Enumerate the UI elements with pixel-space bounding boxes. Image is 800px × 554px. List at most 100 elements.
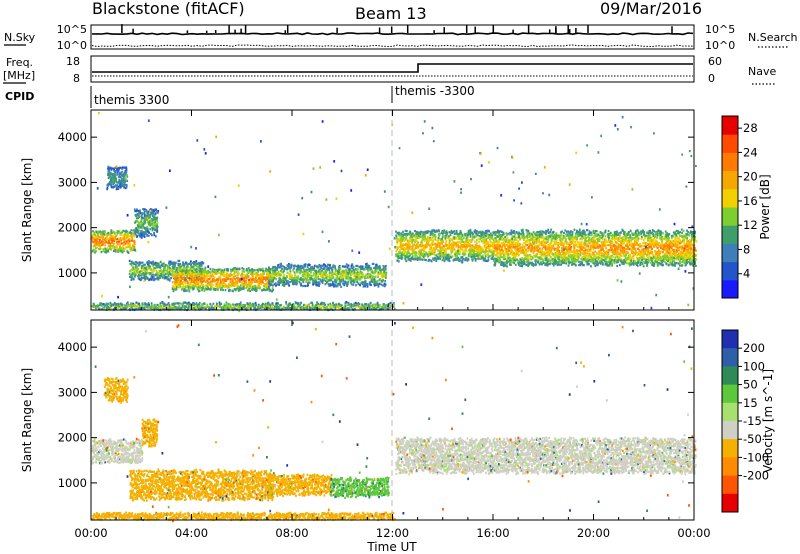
range-cell	[102, 243, 104, 246]
frequency-line	[92, 63, 693, 73]
range-cell	[430, 246, 433, 249]
range-cell	[154, 212, 157, 215]
range-cell	[130, 232, 133, 235]
range-cell	[326, 306, 329, 309]
range-cell	[318, 281, 320, 284]
range-cell	[358, 265, 361, 269]
range-cell	[232, 267, 235, 270]
range-cell	[427, 236, 429, 239]
range-cell	[263, 304, 265, 308]
range-cell	[175, 277, 178, 280]
range-cell	[191, 269, 193, 272]
range-cell	[139, 209, 141, 212]
range-cell	[227, 277, 229, 281]
range-cell	[326, 280, 329, 284]
range-cell	[367, 264, 369, 267]
range-cell	[385, 274, 387, 277]
range-cell	[137, 221, 140, 224]
range-cell	[206, 275, 209, 278]
range-cell	[296, 306, 298, 310]
range-cell	[93, 250, 95, 253]
range-cell	[355, 276, 357, 279]
range-cell	[195, 305, 197, 308]
range-cell	[247, 289, 249, 292]
range-cell	[207, 278, 210, 281]
range-cell	[471, 246, 474, 249]
range-cell	[140, 223, 143, 227]
range-cell	[199, 267, 202, 270]
range-cell	[153, 217, 155, 220]
range-cell	[384, 268, 387, 271]
range-cell	[120, 173, 123, 177]
range-cell	[414, 230, 416, 233]
range-cell	[229, 281, 232, 284]
range-cell	[231, 269, 234, 272]
range-cell	[199, 286, 201, 289]
range-cell	[112, 230, 115, 233]
range-cell	[192, 284, 194, 287]
range-cell	[250, 287, 253, 290]
range-cell	[438, 230, 440, 233]
range-cell	[206, 284, 208, 287]
range-cell	[346, 284, 348, 287]
range-cell	[221, 269, 224, 272]
range-cell	[107, 233, 109, 236]
range-cell	[263, 277, 266, 281]
range-cell	[366, 284, 369, 287]
range-cell	[170, 273, 172, 276]
range-cell	[396, 248, 399, 251]
range-cell	[222, 284, 225, 288]
range-cell	[196, 280, 199, 283]
range-cell	[310, 271, 312, 274]
range-cell	[154, 266, 157, 270]
range-cell	[185, 261, 187, 264]
range-cell	[143, 235, 146, 238]
range-cell	[301, 266, 304, 269]
range-cell	[220, 302, 223, 305]
range-cell	[217, 283, 220, 286]
range-cell	[121, 174, 124, 177]
range-cell	[339, 275, 342, 278]
range-cell	[202, 269, 204, 272]
range-cell	[136, 235, 138, 238]
range-cell	[156, 303, 159, 306]
range-cell	[294, 279, 297, 282]
range-cell	[255, 303, 257, 306]
range-cell	[118, 173, 121, 177]
range-cell	[114, 173, 117, 176]
range-cell	[321, 301, 323, 304]
range-cell	[241, 271, 244, 274]
range-cell	[347, 280, 350, 283]
range-cell	[125, 233, 128, 236]
range-cell	[228, 283, 231, 286]
range-cell	[303, 272, 306, 275]
range-cell	[159, 276, 162, 279]
range-cell	[209, 271, 212, 274]
range-cell	[231, 284, 234, 287]
range-cell	[151, 229, 154, 232]
range-cell	[114, 235, 116, 239]
range-cell	[136, 208, 138, 211]
range-cell	[168, 265, 171, 268]
range-cell	[150, 268, 153, 271]
range-cell	[355, 277, 358, 280]
range-cell	[253, 269, 256, 272]
range-cell	[377, 275, 379, 278]
range-cell	[322, 271, 325, 274]
range-cell	[335, 303, 338, 306]
range-cell	[216, 286, 219, 289]
range-cell	[111, 232, 113, 235]
range-cell	[122, 181, 125, 184]
range-cell	[253, 280, 256, 283]
range-cell	[151, 221, 154, 224]
range-cell	[363, 281, 365, 284]
range-cell	[457, 245, 460, 248]
range-cell	[334, 267, 337, 270]
range-cell	[92, 230, 94, 233]
range-cell	[127, 238, 130, 241]
range-cell	[138, 226, 141, 229]
range-cell	[445, 240, 448, 243]
range-cell	[343, 270, 346, 273]
range-cell	[100, 232, 102, 235]
range-cell	[366, 275, 369, 278]
